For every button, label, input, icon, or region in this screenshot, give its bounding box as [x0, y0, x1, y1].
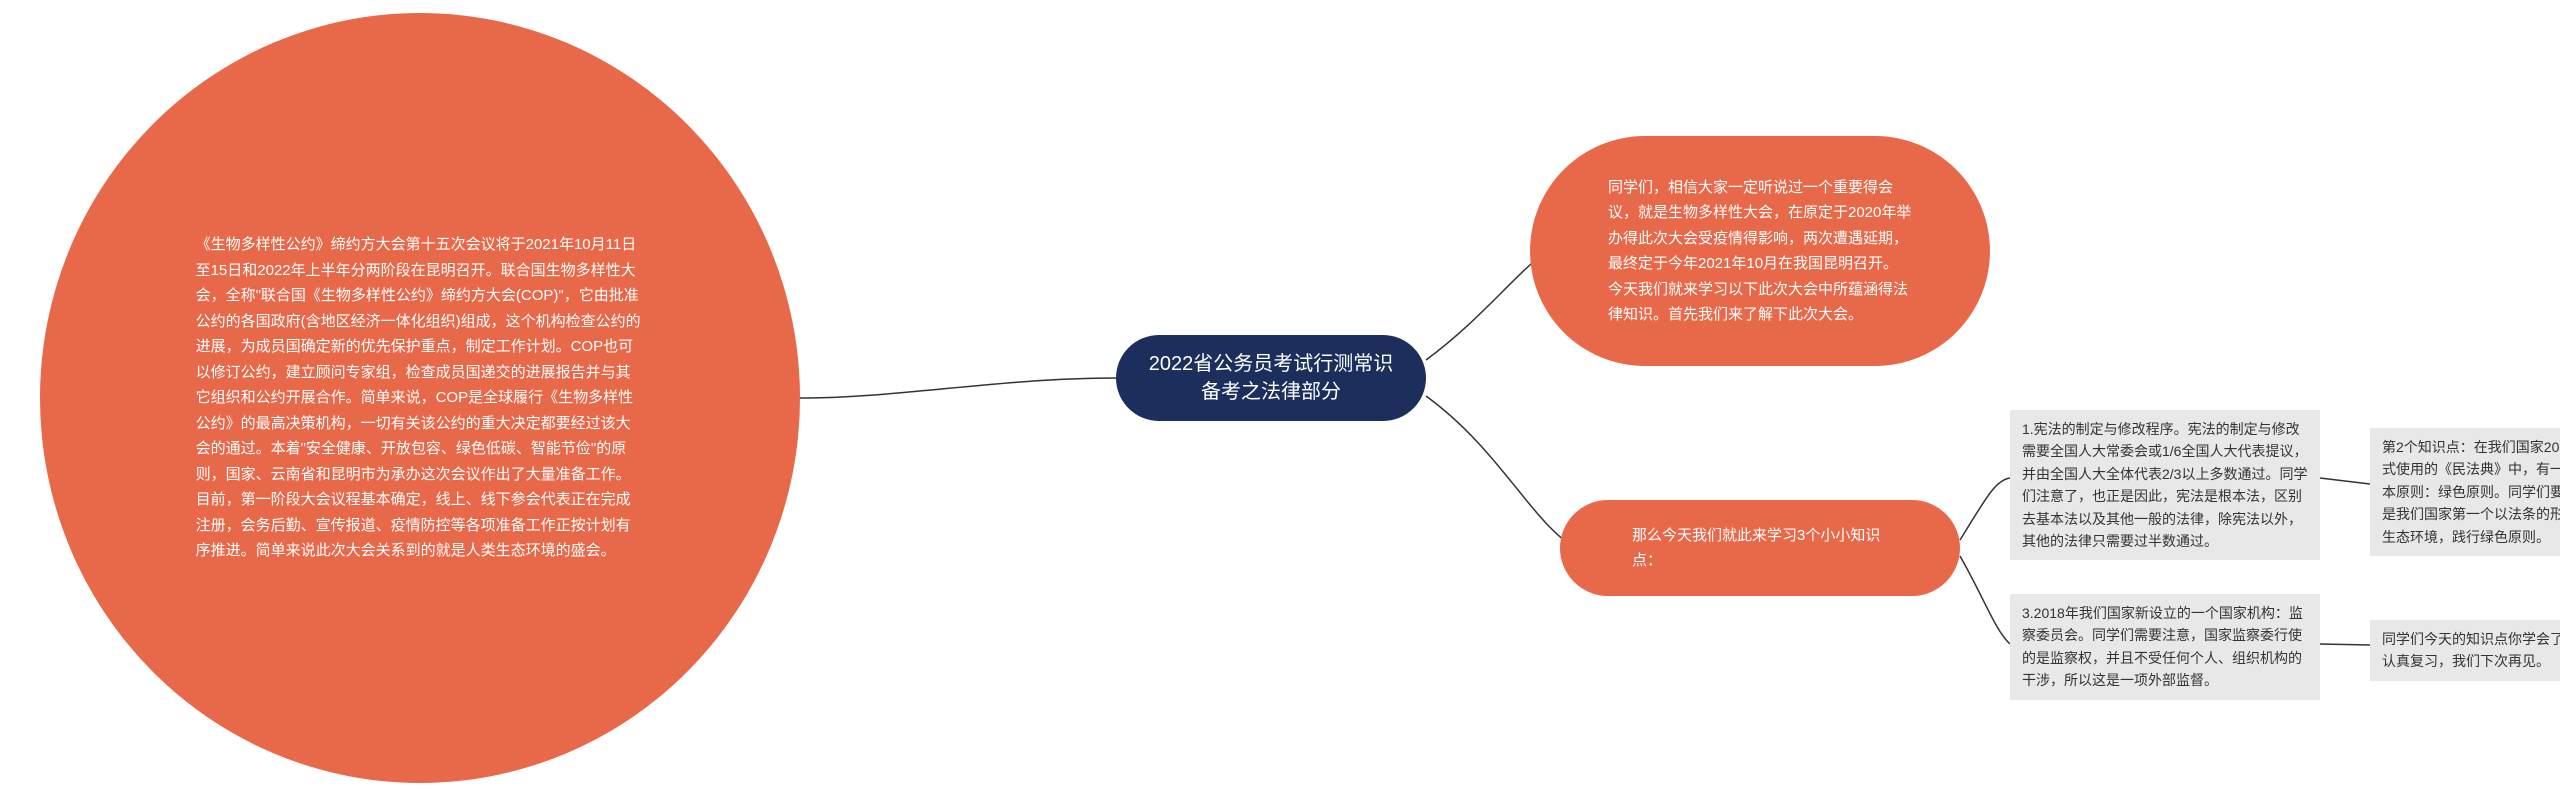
leaf-3-node: 3.2018年我们国家新设立的一个国家机构：监察委员会。同学们需要注意，国家监察… [2010, 594, 2320, 700]
mindmap-canvas: 2022省公务员考试行测常识备考之法律部分 《生物多样性公约》缔约方大会第十五次… [0, 0, 2560, 797]
right-branch-2-node: 那么今天我们就此来学习3个小小知识点： [1560, 500, 1960, 596]
right-branch-2-text: 那么今天我们就此来学习3个小小知识点： [1632, 523, 1888, 574]
left-branch-node: 《生物多样性公约》缔约方大会第十五次会议将于2021年10月11日至15日和20… [40, 13, 800, 783]
right-branch-1-text: 同学们，相信大家一定听说过一个重要得会议，就是生物多样性大会，在原定于2020年… [1608, 175, 1912, 328]
right-branch-1-node: 同学们，相信大家一定听说过一个重要得会议，就是生物多样性大会，在原定于2020年… [1530, 136, 1990, 366]
leaf-2-text: 第2个知识点：在我们国家2021年1月1日正式使用的《民法典》中，有一个新加入的… [2382, 439, 2560, 545]
leaf-1-text: 1.宪法的制定与修改程序。宪法的制定与修改需要全国人大常委会或1/6全国人大代表… [2022, 421, 2307, 549]
leaf-3-text: 3.2018年我们国家新设立的一个国家机构：监察委员会。同学们需要注意，国家监察… [2022, 605, 2303, 688]
left-branch-text: 《生物多样性公约》缔约方大会第十五次会议将于2021年10月11日至15日和20… [196, 232, 645, 564]
leaf-2-node: 第2个知识点：在我们国家2021年1月1日正式使用的《民法典》中，有一个新加入的… [2370, 428, 2560, 556]
leaf-1-node: 1.宪法的制定与修改程序。宪法的制定与修改需要全国人大常委会或1/6全国人大代表… [2010, 410, 2320, 560]
center-node: 2022省公务员考试行测常识备考之法律部分 [1116, 335, 1426, 421]
center-node-text: 2022省公务员考试行测常识备考之法律部分 [1144, 350, 1398, 406]
leaf-4-node: 同学们今天的知识点你学会了吗?希望课后认真复习，我们下次再见。 [2370, 620, 2560, 681]
leaf-4-text: 同学们今天的知识点你学会了吗?希望课后认真复习，我们下次再见。 [2382, 631, 2560, 669]
